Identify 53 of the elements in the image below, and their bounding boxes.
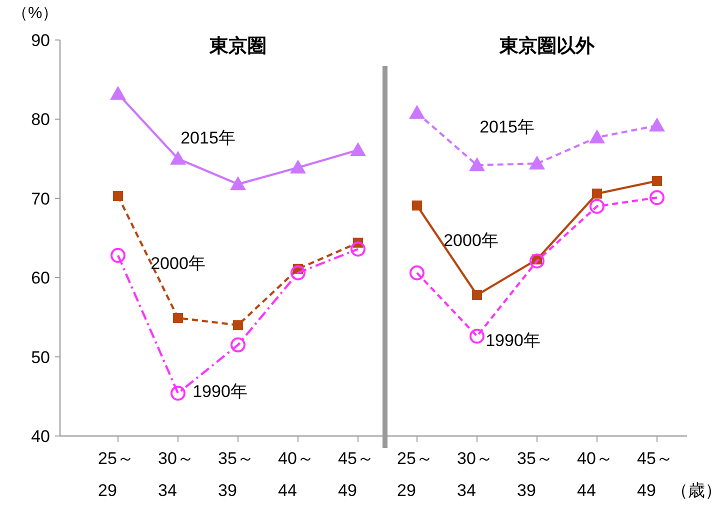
y-tick-label: 40 <box>31 427 50 446</box>
x-tick-label: 25～ 29 <box>98 449 134 500</box>
x-tick-label: 25～ 29 <box>397 449 433 500</box>
x-tick-label: 45～ 49 <box>637 449 673 500</box>
y-tick-label: 90 <box>31 31 50 50</box>
point <box>170 386 186 401</box>
x-axis-title: （歳） <box>671 481 722 500</box>
y-tick-label: 50 <box>31 348 50 367</box>
x-tick-label: 35～ 39 <box>218 449 254 500</box>
y-tick-label: 70 <box>31 189 50 208</box>
series-label: 2000年 <box>444 231 498 250</box>
point <box>469 157 485 172</box>
point <box>409 104 425 119</box>
series-label: 1990年 <box>486 331 540 350</box>
y-tick-label: 80 <box>31 110 50 130</box>
series-label: 2015年 <box>180 128 236 148</box>
point <box>110 86 126 100</box>
series-label: 2015年 <box>480 117 534 136</box>
point <box>350 242 366 257</box>
series-label: 2000年 <box>150 254 206 274</box>
x-tick-label: 30～ 34 <box>158 449 194 500</box>
point <box>649 118 665 132</box>
point <box>590 198 604 214</box>
point <box>589 129 605 144</box>
x-tick-label: 35～ 39 <box>517 449 553 500</box>
point <box>350 142 366 156</box>
chart-title: 東京圏 <box>208 35 266 57</box>
point <box>530 253 544 268</box>
point <box>529 156 545 170</box>
point <box>113 191 123 202</box>
point <box>230 176 246 190</box>
x-tick-label: 45～ 49 <box>338 449 374 500</box>
point <box>110 248 126 263</box>
point <box>652 176 662 186</box>
point <box>173 312 183 323</box>
y-tick-label: 60 <box>31 268 50 288</box>
point <box>233 320 243 330</box>
point <box>592 188 602 199</box>
point <box>650 190 664 206</box>
x-tick-label: 30～ 34 <box>457 449 493 500</box>
point <box>170 150 186 165</box>
y-axis-title: （%） <box>12 5 58 22</box>
point <box>410 265 424 280</box>
chart-title: 東京圏以外 <box>498 35 596 57</box>
series-label: 1990年 <box>192 382 248 402</box>
point <box>472 290 482 300</box>
x-tick-label: 40～ 44 <box>577 449 613 500</box>
point <box>290 265 306 280</box>
x-tick-label: 40～ 44 <box>278 449 314 500</box>
point <box>230 337 246 352</box>
point <box>290 160 306 174</box>
point <box>470 328 484 344</box>
point <box>412 200 422 211</box>
